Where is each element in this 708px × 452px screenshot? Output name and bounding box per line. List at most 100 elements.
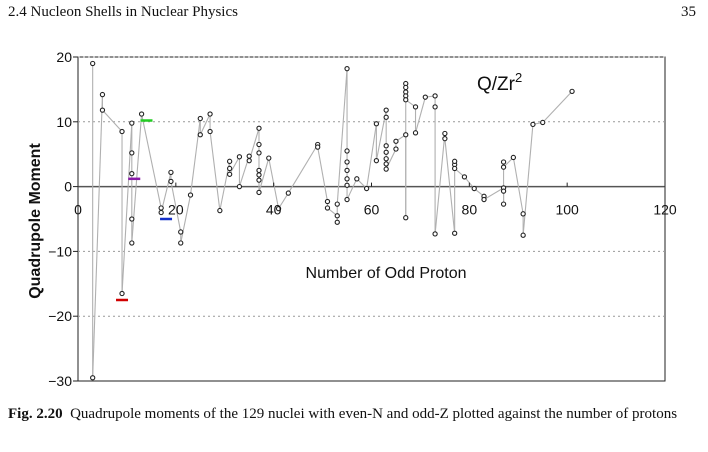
data-point [168,169,174,175]
data-point [383,114,389,120]
data-point [217,207,223,214]
data-point [500,188,507,194]
caption-label: Fig. 2.20 [8,406,63,422]
data-point [403,215,409,221]
series-segment [317,146,329,202]
series-line [92,63,573,378]
data-point [452,158,458,164]
data-point [256,172,262,178]
data-point [90,375,96,381]
y-axis-label: Quadrupole Moment [27,143,44,299]
data-point [129,150,135,156]
data-point [344,176,350,182]
data-point [344,159,350,165]
data-point [344,148,350,154]
data-point [383,107,389,113]
data-point [412,130,419,136]
figure-caption: Fig. 2.20 Quadrupole moments of the 129 … [8,404,698,424]
data-point [500,159,507,165]
data-point [266,155,272,161]
y-tick-label: −20 [48,308,72,324]
series-segment [102,109,123,132]
series-segment [542,90,573,123]
data-point [168,178,174,185]
data-point [158,209,164,216]
x-axis-label: Number of Odd Proton [306,265,467,282]
data-point [383,149,389,155]
y-axis-ticks: −30 −20 −10 0 10 20 [48,49,78,389]
caption-text: Quadrupole moments of the 129 nuclei wit… [70,406,678,422]
data-point [569,88,575,94]
data-point [363,185,370,192]
data-markers [90,60,575,381]
data-point [256,177,262,183]
data-point [285,190,291,196]
data-point [500,201,507,207]
series-segment [258,157,270,193]
plot-frame [77,56,666,382]
quadrupole-chart: 0 20 40 60 80 100 120 −30 −20 −10 0 10 20 Q/Zr2 Num… [27,49,677,389]
data-point [90,60,96,67]
data-point [315,144,321,150]
series-segment [522,124,534,236]
series-segment [229,156,240,175]
data-point [256,125,262,131]
x-tick-label: 120 [653,202,677,218]
y-tick-label: 20 [56,49,72,65]
data-point [246,158,252,164]
series-segment [180,194,192,244]
data-point [393,138,399,144]
series-segment [287,144,319,194]
data-point [334,201,340,207]
data-point [354,176,360,182]
data-point [530,121,536,128]
data-point [412,104,419,110]
data-point [99,91,106,98]
data-point [226,165,233,172]
series-segment [434,133,446,234]
data-point [432,231,438,237]
series-segment [346,178,358,200]
data-point [344,66,350,72]
data-point [344,196,350,203]
data-point [197,115,203,122]
data-point [520,211,526,217]
series-segment [121,123,133,294]
data-point [207,128,213,135]
data-point [129,216,135,222]
data-point [461,174,468,180]
series-segment [366,123,377,189]
data-point [383,143,389,149]
data-point [178,229,184,235]
data-point [324,198,331,205]
data-point [256,150,262,156]
series-segment [189,118,201,196]
data-point [500,164,507,170]
series-segment [209,131,221,211]
data-point [373,158,380,164]
x-axis-ticks: 0 20 40 60 80 100 120 [74,182,677,218]
data-point [129,170,135,177]
data-point [99,107,106,113]
data-point [158,205,164,211]
data-point [275,205,282,212]
data-point [403,84,409,91]
data-point [393,146,399,152]
data-point [344,182,350,188]
x-tick-label: 20 [168,202,184,218]
chart-title-main: Q/Zr [477,74,516,95]
data-point [187,192,194,198]
data-point [442,135,448,142]
data-point [452,230,458,236]
data-point [383,161,389,167]
data-point [324,205,331,211]
page-number: 35 [681,4,696,20]
series-segment [199,113,211,135]
data-point [236,183,243,190]
data-point [226,171,233,177]
highlight-marks [116,119,173,302]
data-point [236,154,243,160]
data-point [119,128,125,135]
data-point [442,130,448,137]
y-tick-label: −10 [48,243,72,259]
